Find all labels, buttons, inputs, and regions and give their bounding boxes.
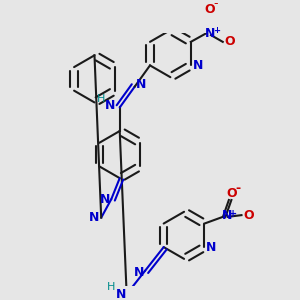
Text: N: N: [134, 266, 145, 279]
Text: O: O: [226, 187, 237, 200]
Text: +: +: [213, 26, 220, 35]
Text: N: N: [136, 78, 146, 91]
Text: O: O: [243, 208, 254, 222]
Text: O: O: [205, 3, 215, 16]
Text: O: O: [224, 35, 235, 48]
Text: N: N: [205, 27, 215, 40]
Text: N: N: [116, 288, 126, 300]
Text: N: N: [104, 99, 115, 112]
Text: N: N: [222, 209, 232, 223]
Text: N: N: [193, 59, 204, 72]
Text: H: H: [107, 283, 116, 292]
Text: N: N: [206, 241, 216, 254]
Text: N: N: [99, 193, 110, 206]
Text: +: +: [229, 209, 237, 219]
Text: -: -: [236, 182, 241, 195]
Text: H: H: [97, 94, 105, 104]
Text: N: N: [89, 211, 100, 224]
Text: -: -: [214, 0, 218, 11]
